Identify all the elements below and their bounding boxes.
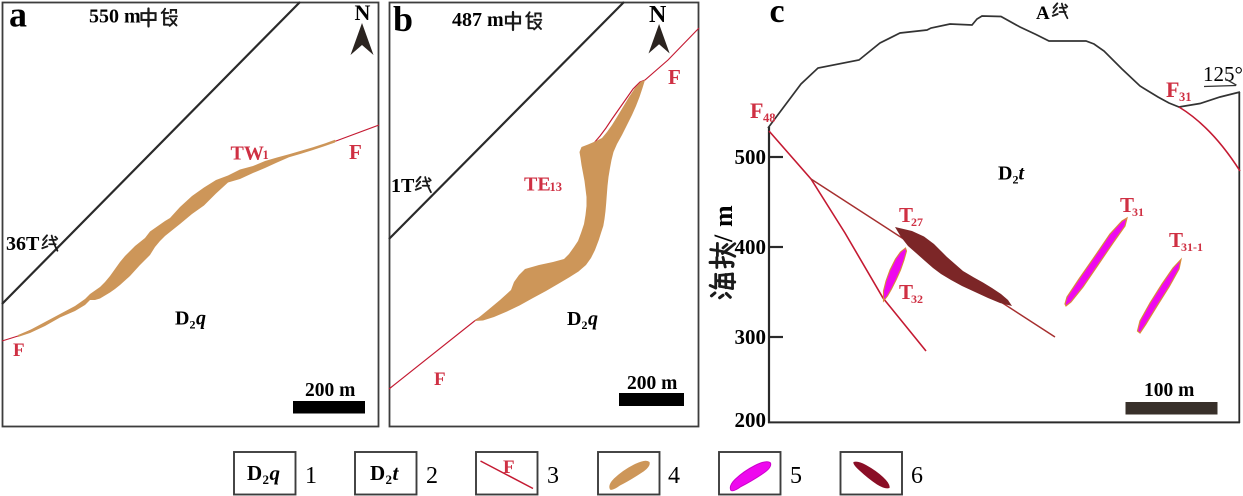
svg-text:N: N xyxy=(649,2,667,28)
svg-text:2: 2 xyxy=(582,318,588,332)
svg-text:550 m: 550 m xyxy=(89,6,141,28)
svg-text:T: T xyxy=(1169,228,1183,252)
svg-text:/: / xyxy=(709,234,738,243)
svg-text:2: 2 xyxy=(263,472,270,487)
svg-text:2: 2 xyxy=(190,318,196,332)
svg-text:2: 2 xyxy=(426,463,438,489)
svg-text:31-1: 31-1 xyxy=(1181,240,1203,254)
svg-text:D: D xyxy=(247,461,262,485)
svg-text:500: 500 xyxy=(735,145,767,169)
svg-text:t: t xyxy=(1019,163,1026,185)
svg-text:F: F xyxy=(750,98,763,123)
svg-text:F: F xyxy=(349,140,362,164)
svg-text:q: q xyxy=(270,461,281,485)
svg-text:2: 2 xyxy=(1013,173,1019,187)
svg-text:F: F xyxy=(13,340,25,361)
svg-text:D: D xyxy=(567,308,581,330)
svg-text:a: a xyxy=(9,0,27,35)
svg-text:32: 32 xyxy=(911,292,923,306)
svg-text:q: q xyxy=(588,308,598,330)
svg-text:4: 4 xyxy=(668,463,680,489)
svg-text:D: D xyxy=(175,308,189,330)
svg-text:200 m: 200 m xyxy=(305,380,355,401)
svg-text:27: 27 xyxy=(911,215,923,229)
svg-text:13: 13 xyxy=(550,180,563,194)
svg-text:1T: 1T xyxy=(391,175,415,197)
svg-text:36T: 36T xyxy=(6,233,40,255)
svg-text:200: 200 xyxy=(735,408,767,432)
svg-text:100 m: 100 m xyxy=(1144,380,1194,401)
svg-text:F: F xyxy=(668,65,681,89)
svg-text:T: T xyxy=(1120,193,1134,217)
svg-text:400: 400 xyxy=(735,235,767,259)
svg-text:b: b xyxy=(393,0,413,39)
svg-text:c: c xyxy=(770,0,785,30)
svg-text:5: 5 xyxy=(790,463,802,489)
svg-text:31: 31 xyxy=(1132,205,1144,219)
svg-text:TE: TE xyxy=(524,174,551,196)
svg-text:F: F xyxy=(503,457,515,478)
svg-text:t: t xyxy=(393,461,400,485)
svg-text:487 m: 487 m xyxy=(452,9,504,31)
svg-text:TW: TW xyxy=(231,143,264,165)
svg-text:m: m xyxy=(709,205,738,227)
svg-text:200 m: 200 m xyxy=(627,373,677,394)
svg-text:31: 31 xyxy=(1179,90,1192,104)
svg-text:1: 1 xyxy=(263,148,269,162)
svg-text:6: 6 xyxy=(911,463,923,489)
svg-text:A: A xyxy=(1036,3,1050,24)
svg-text:D: D xyxy=(998,163,1012,185)
svg-text:N: N xyxy=(355,0,371,25)
svg-text:T: T xyxy=(899,280,913,304)
svg-text:3: 3 xyxy=(547,463,559,489)
svg-text:T: T xyxy=(899,203,913,227)
svg-text:q: q xyxy=(196,308,206,330)
svg-text:F: F xyxy=(434,369,446,390)
svg-text:125°: 125° xyxy=(1203,62,1243,86)
svg-text:D: D xyxy=(370,461,385,485)
svg-text:F: F xyxy=(1166,77,1179,102)
svg-text:2: 2 xyxy=(386,472,393,487)
svg-text:48: 48 xyxy=(763,111,776,125)
svg-text:300: 300 xyxy=(735,325,767,349)
svg-text:1: 1 xyxy=(305,463,317,489)
